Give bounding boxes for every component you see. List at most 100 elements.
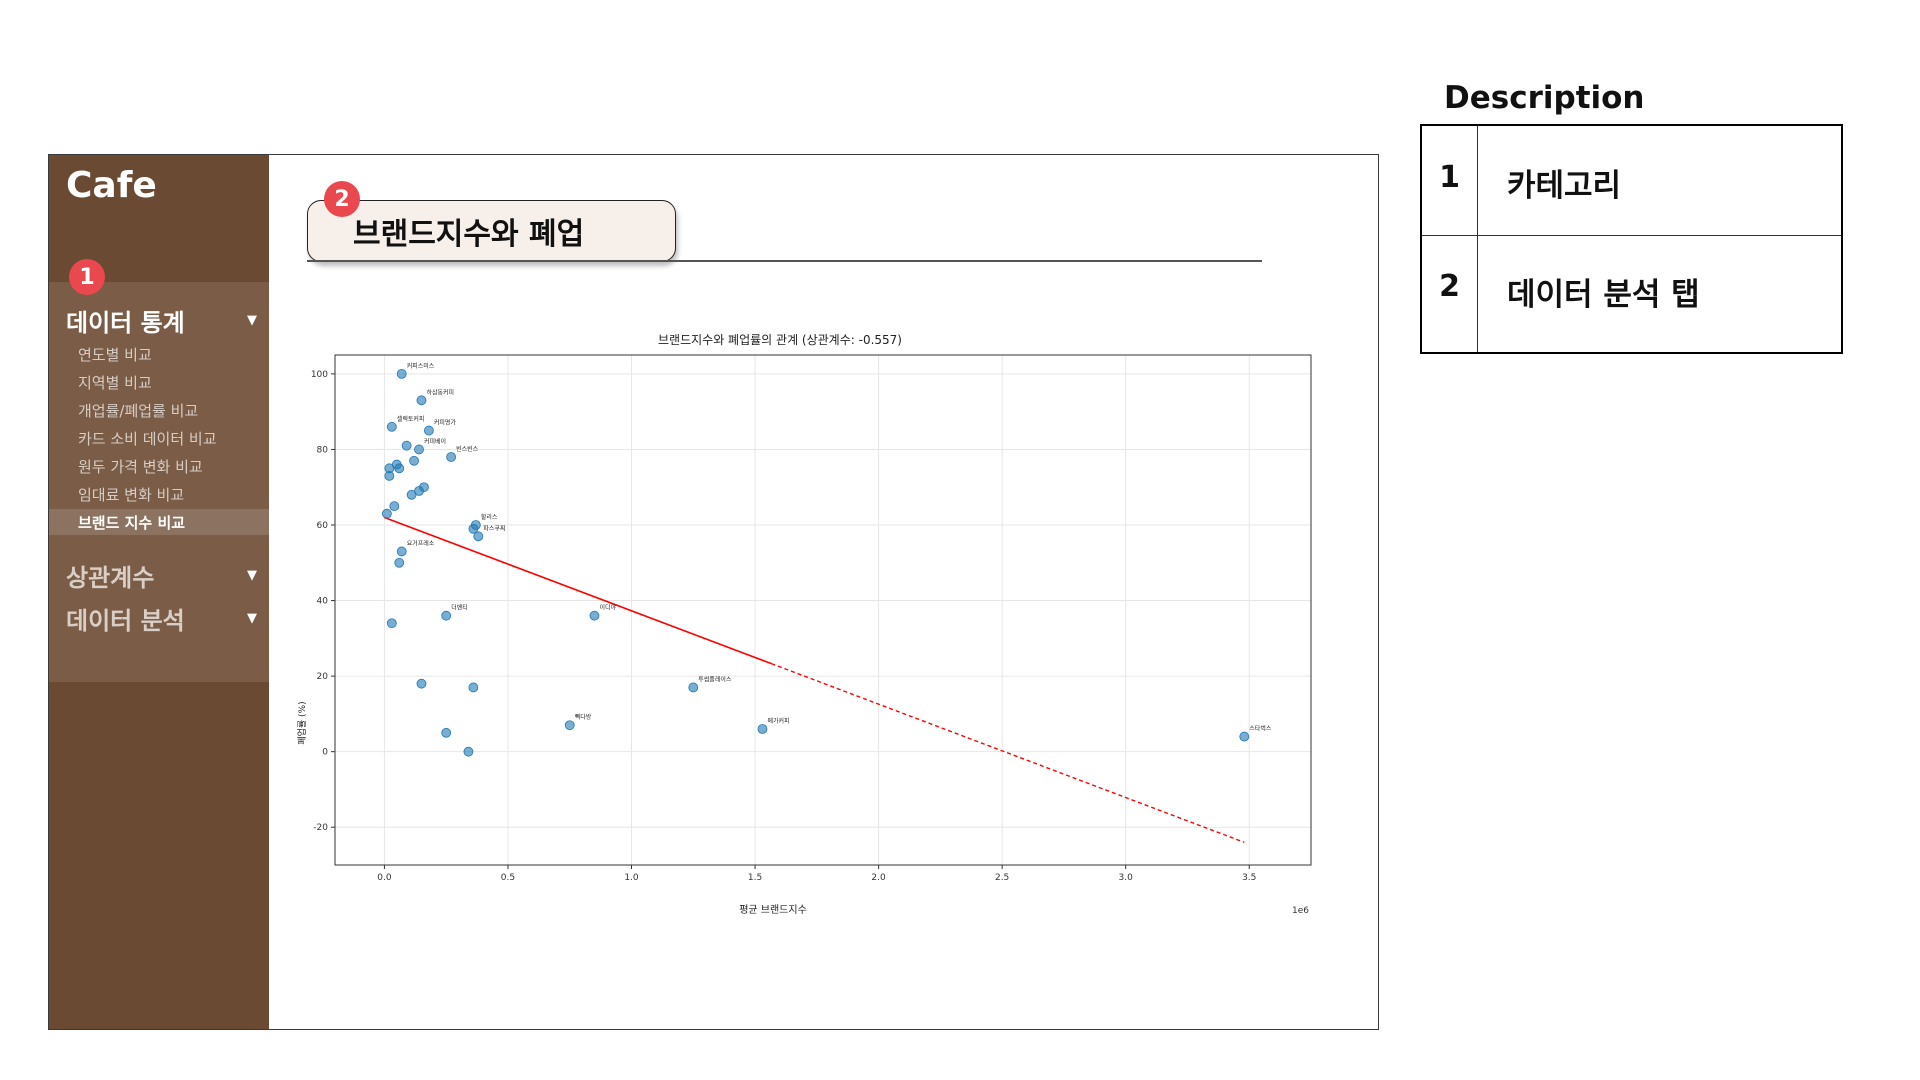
sidebar-item-bean-price[interactable]: 원두 가격 변화 비교 (78, 457, 203, 476)
point-label: 커피베이 (424, 437, 446, 445)
point-label: 파스쿠찌 (483, 524, 505, 532)
scatter-chart: 0.0 0.5 1.0 1.5 2.0 2.5 3.0 3.5-20020406080100 … (296, 333, 1312, 916)
point-label: 셀렉토커피 (397, 415, 425, 423)
y-tick-label: 0 (322, 748, 328, 758)
x-axis-label: 평균 브랜드지수 (739, 904, 807, 916)
app-window: Cafe 데이터 통계 ▼ 연도별 비교 지역별 비교 개업률/폐업률 비교 카… (48, 154, 1379, 1030)
row-label: 카테고리 (1507, 168, 1622, 204)
scatter-point (396, 546, 407, 557)
section-label: 상관계수 (66, 563, 155, 592)
y-axis-label: 폐업률 (%) (296, 701, 308, 744)
point-label: 더벤티 (451, 604, 468, 612)
sidebar-nav-panel (49, 282, 281, 682)
x-tick-label: 3.0 (1119, 873, 1134, 883)
sidebar-section-correlation[interactable]: 상관계수 ▼ (66, 559, 261, 592)
row-number: 1 (1439, 160, 1460, 195)
tab-underline (307, 260, 1262, 262)
scatter-point (468, 523, 479, 534)
y-tick-label: 20 (317, 672, 329, 682)
regression-line (384, 516, 772, 665)
x-tick-label: 2.0 (871, 873, 886, 883)
sidebar-section-data-stats[interactable]: 데이터 통계 ▼ (66, 304, 261, 337)
chart-title: 브랜드지수와 폐업률의 관계 (상관계수: -0.557) (658, 333, 902, 347)
scatter-point (384, 470, 395, 481)
caret-down-icon: ▼ (247, 567, 257, 583)
scatter-point (441, 610, 452, 621)
point-label: 투썸플레이스 (698, 675, 732, 683)
scatter-point (564, 720, 575, 731)
row-label: 데이터 분석 탭 (1507, 277, 1700, 313)
point-label: 빽다방 (575, 713, 592, 721)
x-axis-offset: 1e6 (1292, 906, 1309, 916)
scatter-point (416, 678, 427, 689)
scatter-point (441, 727, 452, 738)
scatter-point (446, 452, 457, 462)
point-labels-layer: 커피스미스하삼동커피셀렉토커피커피명가커피베이빈스빈스할리스파스쿠찌요거프레소이… (397, 362, 1272, 733)
sidebar-item-region[interactable]: 지역별 비교 (78, 373, 152, 392)
table-row: 1 카테고리 (1422, 126, 1841, 236)
sidebar-item-year[interactable]: 연도별 비교 (78, 345, 152, 364)
sidebar-section-data-analysis[interactable]: 데이터 분석 ▼ (66, 602, 261, 635)
description-table: 1 카테고리 2 데이터 분석 탭 (1420, 124, 1843, 354)
app-title: Cafe (66, 165, 157, 206)
section-label: 데이터 분석 (66, 606, 185, 635)
scatter-point (468, 682, 479, 693)
point-label: 할리스 (481, 513, 498, 521)
y-tick-label: 100 (311, 370, 328, 380)
scatter-point (423, 425, 434, 436)
x-tick-label: 0.0 (377, 873, 392, 883)
y-tick-label: -20 (313, 823, 328, 833)
x-tick-label: 0.5 (501, 873, 515, 883)
annotation-badge-1: 1 (69, 259, 105, 295)
tab-brand-index-closure[interactable]: 브랜드지수와 폐업 (307, 200, 676, 262)
scatter-point (414, 444, 424, 455)
sidebar: Cafe 데이터 통계 ▼ 연도별 비교 지역별 비교 개업률/폐업률 비교 카… (49, 155, 281, 1029)
scatter-point (381, 508, 392, 519)
scatter-point (406, 489, 417, 500)
chart-grid (335, 355, 1311, 865)
points-layer (381, 368, 1250, 757)
scatter-point (409, 455, 419, 466)
scatter-point (757, 724, 768, 734)
regression-layer (384, 516, 1245, 843)
scatter-point (396, 368, 407, 379)
scatter-point (394, 463, 405, 474)
point-label: 스타벅스 (1249, 725, 1272, 733)
sidebar-item-card-spending[interactable]: 카드 소비 데이터 비교 (78, 429, 217, 448)
x-tick-label: 1.5 (748, 873, 762, 883)
point-label: 이디야 (599, 604, 616, 612)
scatter-point (1239, 731, 1250, 742)
y-tick-label: 80 (317, 445, 329, 455)
row-number: 2 (1439, 269, 1460, 304)
point-label: 하삼동커피 (426, 388, 454, 396)
y-tick-label: 60 (317, 521, 329, 531)
scatter-point (389, 501, 400, 512)
point-label: 메가커피 (767, 717, 789, 725)
y-tick-label: 40 (317, 597, 329, 607)
description-heading: Description (1444, 80, 1645, 116)
table-divider (1477, 126, 1478, 352)
point-label: 빈스빈스 (456, 445, 479, 453)
sidebar-item-rent[interactable]: 임대료 변화 비교 (78, 485, 185, 504)
scatter-point (416, 395, 427, 406)
x-tick-label: 2.5 (995, 873, 1009, 883)
scatter-point (463, 746, 474, 757)
scatter-point (589, 610, 600, 621)
point-label: 요거프레소 (407, 539, 435, 547)
sidebar-item-open-close-rate[interactable]: 개업률/폐업률 비교 (78, 401, 199, 420)
section-label: 데이터 통계 (66, 308, 185, 337)
regression-line-dashed (771, 662, 1245, 843)
caret-down-icon: ▼ (247, 312, 257, 328)
scatter-point (394, 557, 405, 568)
scatter-point (386, 421, 397, 432)
x-tick-label: 1.0 (624, 873, 639, 883)
chart-axes: 0.0 0.5 1.0 1.5 2.0 2.5 3.0 3.5 -20 0 20 40 60 80 100 (311, 354, 1312, 883)
annotation-badge-2: 2 (324, 181, 360, 217)
point-label: 커피스미스 (407, 362, 435, 370)
caret-down-icon: ▼ (247, 610, 257, 626)
scatter-point (386, 618, 397, 629)
scatter-point (473, 531, 484, 542)
point-label: 커피명가 (434, 419, 457, 427)
sidebar-item-brand-index[interactable]: 브랜드 지수 비교 (49, 509, 271, 535)
table-row: 2 데이터 분석 탭 (1422, 236, 1841, 354)
